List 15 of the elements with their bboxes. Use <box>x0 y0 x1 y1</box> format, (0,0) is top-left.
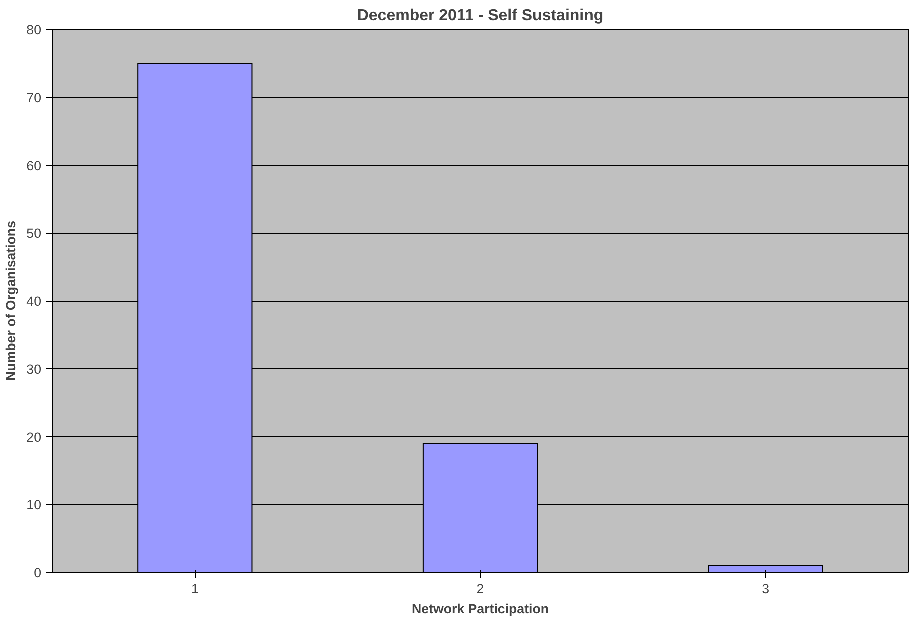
y-tick-label: 70 <box>26 90 42 106</box>
y-axis-title: Number of Organisations <box>4 221 19 381</box>
y-tick-label: 60 <box>26 158 42 174</box>
x-tick-label: 1 <box>191 582 199 596</box>
y-tick-label: 50 <box>26 226 42 242</box>
y-tick-label: 0 <box>34 566 42 580</box>
y-tick-label: 80 <box>26 22 42 38</box>
x-tick-label: 3 <box>762 582 770 596</box>
y-tick-label: 10 <box>26 498 42 513</box>
y-tick-label: 40 <box>26 294 42 309</box>
y-tick-label: 20 <box>26 430 42 445</box>
chart-title: December 2011 - Self Sustaining <box>357 8 604 24</box>
x-axis-title: Network Participation <box>412 602 550 616</box>
y-tick-label: 30 <box>26 362 42 377</box>
x-tick-label: 2 <box>476 582 484 596</box>
